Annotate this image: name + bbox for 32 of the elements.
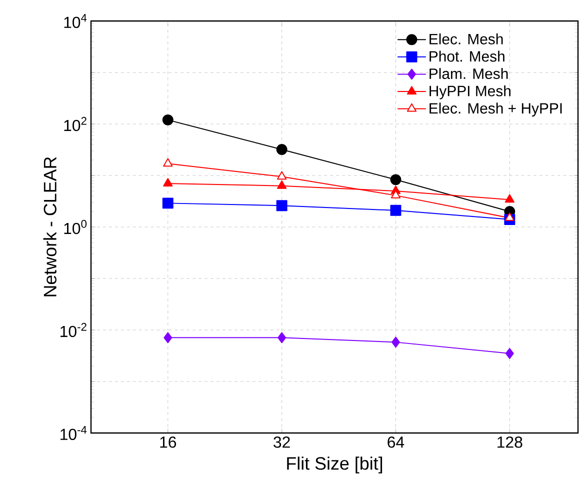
point <box>392 336 400 348</box>
x-tick-label: 128 <box>498 436 522 448</box>
legend-label: Phot. Mesh <box>430 50 504 62</box>
legend-label: Plam. Mesh <box>430 68 508 80</box>
legend-label: HyPPI Mesh <box>430 85 510 100</box>
point <box>163 158 173 167</box>
point <box>276 200 288 212</box>
point <box>162 114 174 126</box>
point <box>277 171 287 180</box>
y-tick-label: 10$^{-4}$ <box>60 426 87 440</box>
y-tick-label: 10$^{2}$ <box>64 116 86 132</box>
legend-label: Elec. Mesh + HyPPI <box>430 102 562 117</box>
point <box>504 212 514 221</box>
point <box>277 180 287 189</box>
x-tick-label: 64 <box>388 436 404 448</box>
point <box>278 332 286 344</box>
point <box>505 348 514 359</box>
point <box>390 204 402 216</box>
y-tick-label: 10$^{-2}$ <box>60 322 86 338</box>
x-axis-title: Flit Size [bit] <box>287 456 382 474</box>
y-tick-label: 10$^{4}$ <box>64 14 87 28</box>
point <box>390 174 402 186</box>
point <box>504 194 514 203</box>
point <box>162 198 174 209</box>
point <box>163 178 173 186</box>
y-tick-label: 10$^{0}$ <box>64 220 87 234</box>
y-axis-title: Network - CLEAR <box>43 157 56 296</box>
legend-label: Elec. Mesh <box>430 33 503 44</box>
point <box>164 332 172 344</box>
x-tick-label: 16 <box>160 436 176 448</box>
point <box>276 144 288 155</box>
x-tick-label: 32 <box>274 436 290 448</box>
